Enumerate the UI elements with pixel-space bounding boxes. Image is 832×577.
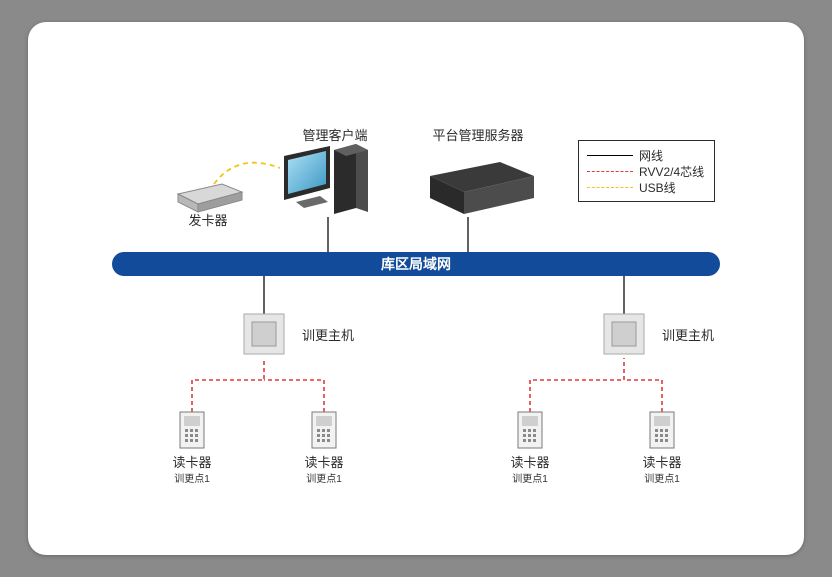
card-reader-icon [650,412,674,448]
reader-sublabel: 训更点1 [500,470,560,485]
legend-label-usb: USB线 [639,179,676,196]
legend-label-rvv: RVV2/4芯线 [639,163,704,180]
legend-row-rvv: RVV2/4芯线 [587,163,704,179]
legend-row-usb: USB线 [587,179,704,195]
card-issuer-label: 发卡器 [178,210,238,229]
lan-bar-label: 库区局域网 [381,256,451,272]
card-reader-icon [312,412,336,448]
legend-line-rvv [587,171,633,172]
legend-box: 网线 RVV2/4芯线 USB线 [578,140,715,202]
diagram-panel: 库区局域网 网线 RVV2/4芯线 USB线 发卡器 管理客户端 平台管理服务器… [28,22,804,555]
host-left-icon [244,314,284,354]
reader-label: 读卡器 [632,452,692,471]
host-right-icon [604,314,644,354]
mgmt-client-label: 管理客户端 [290,125,380,144]
legend-line-lan [587,155,633,156]
reader-label: 读卡器 [162,452,222,471]
reader-sublabel: 训更点1 [632,470,692,485]
mgmt-client-icon [284,144,368,214]
card-issuer-icon [178,184,242,212]
lan-bar: 库区局域网 [112,252,720,276]
legend-line-usb [587,187,633,188]
legend-label-lan: 网线 [639,147,663,164]
platform-server-label: 平台管理服务器 [418,125,538,144]
legend-row-lan: 网线 [587,147,704,163]
host-right-label: 训更主机 [648,325,728,344]
reader-label: 读卡器 [500,452,560,471]
platform-server-icon [430,162,534,214]
card-reader-icon [180,412,204,448]
reader-label: 读卡器 [294,452,354,471]
card-reader-icon [518,412,542,448]
reader-sublabel: 训更点1 [294,470,354,485]
host-left-label: 训更主机 [288,325,368,344]
reader-sublabel: 训更点1 [162,470,222,485]
